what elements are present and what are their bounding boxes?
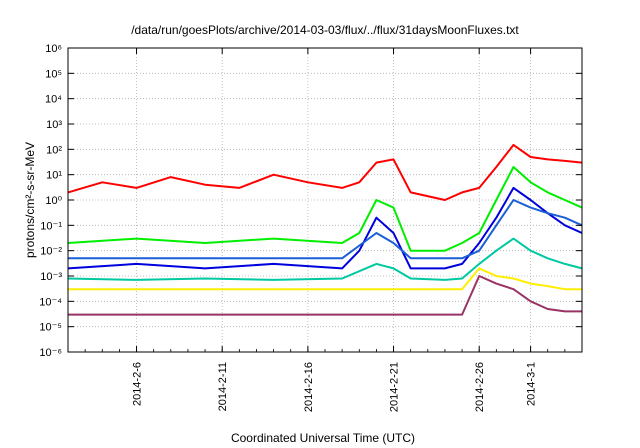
- y-tick-label: 10²: [46, 144, 62, 156]
- x-tick-label: 2014-2-16: [303, 362, 315, 412]
- y-tick-label: 10³: [46, 119, 62, 131]
- series-line: [68, 267, 582, 291]
- series-line: [67, 237, 583, 281]
- y-tick-label: 10⁻⁴: [39, 296, 62, 308]
- y-tick-label: 10⁵: [45, 68, 62, 80]
- series-line: [67, 166, 583, 252]
- x-tick-label: 2014-2-6: [132, 362, 144, 406]
- y-tick-label: 10⁻⁵: [39, 322, 62, 334]
- series-line: [68, 199, 583, 260]
- y-tick-label: 10⁻³: [40, 271, 62, 283]
- x-axis: 2014-2-6 2014-2-11 2014-2-16 2014-2-21 2014-…: [67, 48, 583, 412]
- y-tick-label: 10⁴: [45, 94, 62, 106]
- y-tick-label: 10¹: [46, 170, 62, 182]
- x-axis-label: Coordinated Universal Time (UTC): [231, 431, 415, 445]
- y-tick-label: 10⁻²: [40, 246, 62, 258]
- series-line: [67, 186, 583, 270]
- y-tick-label: 10⁶: [45, 43, 62, 55]
- y-tick-label: 10⁰: [45, 195, 62, 207]
- y-tick-label: 10⁻⁶: [39, 347, 62, 359]
- y-axis: 10⁻⁶ 10⁻⁵ 10⁻⁴ 10⁻³ 10⁻² 10⁻¹ 10⁰ 10¹ 10² 10³ 10⁴ 1…: [39, 43, 582, 359]
- y-tick-label: 10⁻¹: [40, 220, 62, 232]
- x-tick-label: 2014-2-11: [217, 362, 229, 411]
- x-tick-label: 2014-2-26: [474, 362, 486, 412]
- y-axis-label: protons/cm²-s-sr-MeV: [23, 142, 37, 258]
- series-line: [68, 275, 582, 316]
- x-tick-label: 2014-3-1: [526, 362, 538, 406]
- chart-title: /data/run/goesPlots/archive/2014-03-03/f…: [131, 23, 519, 37]
- x-tick-label: 2014-2-21: [389, 362, 401, 412]
- series-layer: [67, 143, 583, 316]
- series-line: [67, 143, 583, 201]
